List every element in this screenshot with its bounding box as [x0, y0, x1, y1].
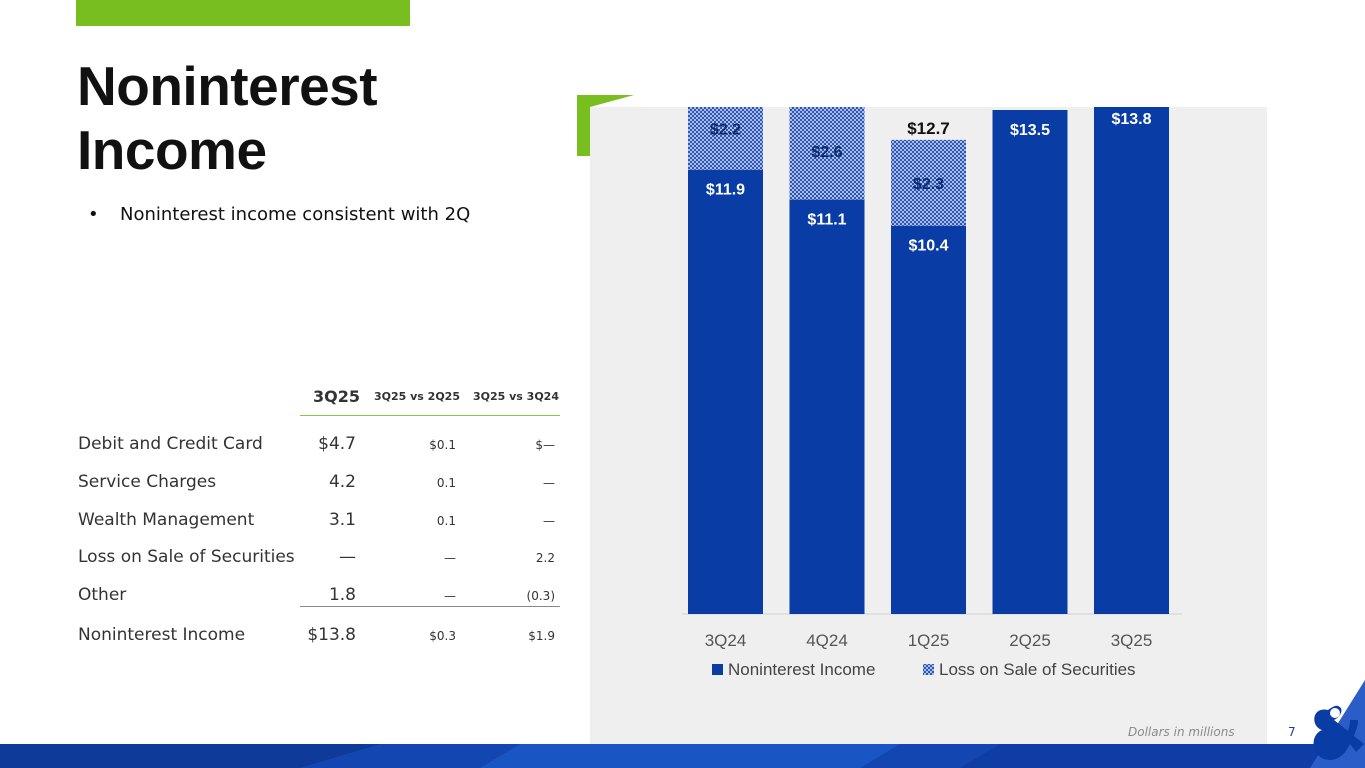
row-value-vs-2q25: $0.3	[429, 629, 456, 643]
legend-swatch-loss-on-sale	[923, 664, 934, 675]
row-value-vs-3q24: $1.9	[528, 629, 555, 643]
bullet-text: Noninterest income consistent with 2Q	[120, 204, 471, 225]
top-accent-bar	[76, 0, 410, 26]
row-value-3q25: 3.1	[328, 510, 356, 530]
data-label-noninterest-income: $11.1	[807, 212, 846, 229]
page-title: Noninterest Income	[77, 54, 378, 182]
row-label: Debit and Credit Card	[78, 434, 263, 454]
row-value-vs-2q25: 0.1	[436, 476, 456, 490]
page-number: 7	[1288, 725, 1296, 739]
x-tick-label: 4Q24	[806, 631, 848, 650]
bar-loss-on-sale	[688, 107, 763, 170]
data-label-total: $12.7	[907, 119, 950, 138]
legend-label-loss-on-sale: Loss on Sale of Securities	[939, 660, 1136, 679]
row-value-vs-3q24: 2.2	[535, 551, 555, 565]
x-tick-label: 3Q25	[1111, 631, 1153, 650]
row-label: Loss on Sale of Securities	[78, 547, 295, 567]
row-label: Noninterest Income	[78, 625, 246, 645]
row-value-vs-3q24: (0.3)	[526, 589, 555, 603]
table-total-divider	[300, 606, 560, 607]
row-label: Wealth Management	[78, 510, 255, 530]
row-value-3q25: 4.2	[328, 472, 356, 492]
data-label-noninterest-income: $13.5	[1010, 122, 1050, 139]
row-label: Service Charges	[78, 472, 217, 492]
bar-noninterest-income	[992, 110, 1068, 614]
row-value-vs-3q24: —	[543, 476, 555, 490]
bullet-dot-icon: •	[88, 204, 99, 225]
bar-noninterest-income	[789, 199, 865, 614]
row-value-3q25: 1.8	[328, 585, 356, 605]
data-label-loss-on-sale: $2.2	[710, 122, 741, 139]
data-label-loss-on-sale: $2.6	[811, 144, 842, 161]
row-value-3q25: $4.7	[318, 434, 356, 454]
footnote: Dollars in millions	[1128, 725, 1235, 739]
table-row: Other 1.8 — (0.3)	[0, 585, 600, 615]
bar-noninterest-income	[1094, 107, 1169, 615]
data-label-noninterest-income: $13.8	[1111, 111, 1151, 128]
data-label-noninterest-income: $10.4	[908, 238, 948, 255]
table-row: Debit and Credit Card $4.7 $0.1 $—	[0, 434, 600, 464]
stacked-bar-chart: $11.9$2.2$14.13Q24$11.1$2.6$13.74Q24$10.…	[682, 107, 1182, 679]
data-label-noninterest-income: $11.9	[706, 182, 745, 199]
legend-swatch-noninterest-income	[712, 664, 723, 675]
x-tick-label: 2Q25	[1009, 631, 1051, 650]
table-header-3q25: 3Q25	[313, 387, 360, 406]
bar-noninterest-income	[891, 225, 966, 614]
corner-accent-shape	[577, 95, 634, 156]
table-row: Service Charges 4.2 0.1 —	[0, 472, 600, 502]
table-header-divider	[300, 415, 560, 416]
brand-ampersand-logo	[1310, 680, 1365, 768]
row-value-vs-3q24: $—	[535, 438, 555, 452]
x-tick-label: 3Q24	[705, 631, 747, 650]
title-line-1: Noninterest	[77, 55, 378, 117]
table-row: Loss on Sale of Securities — — 2.2	[0, 547, 600, 577]
bottom-brand-band	[0, 744, 1365, 768]
row-value-vs-3q24: —	[543, 514, 555, 528]
bar-noninterest-income	[688, 169, 763, 614]
legend-label-noninterest-income: Noninterest Income	[728, 660, 875, 679]
row-value-vs-2q25: $0.1	[429, 438, 456, 452]
bar-loss-on-sale	[789, 107, 865, 200]
bar-loss-on-sale	[891, 139, 966, 226]
table-row-total: Noninterest Income $13.8 $0.3 $1.9	[0, 625, 600, 655]
table-header-vs-3q24: 3Q25 vs 3Q24	[472, 390, 559, 403]
data-label-loss-on-sale: $2.3	[913, 176, 944, 193]
table-row: Wealth Management 3.1 0.1 —	[0, 510, 600, 540]
row-value-3q25: $13.8	[307, 625, 356, 645]
row-value-vs-2q25: —	[444, 589, 456, 603]
row-value-3q25: —	[339, 547, 356, 567]
x-tick-label: 1Q25	[908, 631, 950, 650]
row-label: Other	[78, 585, 127, 605]
row-value-vs-2q25: —	[444, 551, 456, 565]
title-line-2: Income	[77, 119, 267, 181]
table-header-vs-2q25: 3Q25 vs 2Q25	[373, 390, 460, 403]
bullet-item: • Noninterest income consistent with 2Q	[88, 204, 470, 225]
row-value-vs-2q25: 0.1	[436, 514, 456, 528]
